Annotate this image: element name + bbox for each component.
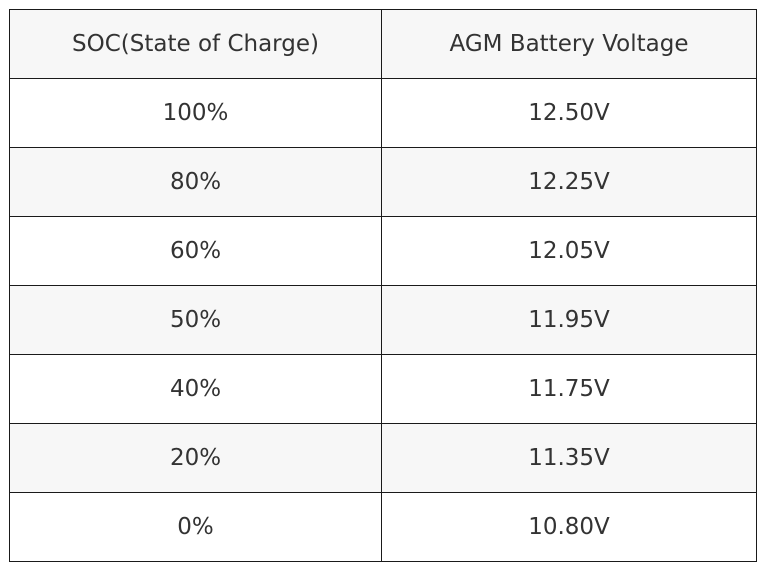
- cell-voltage: 11.75V: [381, 354, 757, 424]
- cell-soc: 80%: [9, 147, 382, 217]
- cell-voltage: 11.95V: [381, 285, 757, 355]
- table-row: 0% 10.80V: [9, 492, 757, 562]
- table-row: 40% 11.75V: [9, 354, 757, 424]
- cell-soc: 20%: [9, 423, 382, 493]
- cell-voltage: 12.50V: [381, 78, 757, 148]
- header-agm-voltage: AGM Battery Voltage: [381, 9, 757, 79]
- cell-voltage: 10.80V: [381, 492, 757, 562]
- cell-soc: 50%: [9, 285, 382, 355]
- cell-voltage: 12.25V: [381, 147, 757, 217]
- cell-voltage: 11.35V: [381, 423, 757, 493]
- cell-soc: 100%: [9, 78, 382, 148]
- table-row: 60% 12.05V: [9, 216, 757, 286]
- table-row: 100% 12.50V: [9, 78, 757, 148]
- table-row: 50% 11.95V: [9, 285, 757, 355]
- header-soc: SOC(State of Charge): [9, 9, 382, 79]
- cell-soc: 0%: [9, 492, 382, 562]
- cell-soc: 60%: [9, 216, 382, 286]
- cell-soc: 40%: [9, 354, 382, 424]
- table-container: SOC(State of Charge) AGM Battery Voltage…: [9, 9, 757, 562]
- table-row: 80% 12.25V: [9, 147, 757, 217]
- table-header-row: SOC(State of Charge) AGM Battery Voltage: [9, 9, 757, 79]
- agm-voltage-table: SOC(State of Charge) AGM Battery Voltage…: [9, 9, 757, 562]
- cell-voltage: 12.05V: [381, 216, 757, 286]
- table-row: 20% 11.35V: [9, 423, 757, 493]
